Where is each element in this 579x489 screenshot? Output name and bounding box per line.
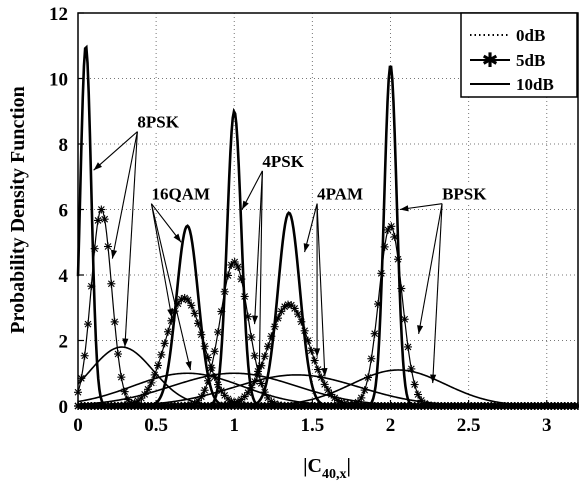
marker-5db [264,342,272,350]
legend-label-0db: 0dB [516,26,545,45]
marker-5db [107,280,115,288]
x-axis-label-end: | [346,455,350,477]
marker-5db [84,320,92,328]
annotation-16qam: 16QAM [151,185,210,204]
marker-5db [391,233,399,241]
x-tick-label: 0 [73,415,83,436]
x-tick-label: 0.5 [144,415,168,436]
y-tick-label: 12 [49,4,68,25]
marker-5db [251,352,259,360]
marker-5db [224,271,232,279]
y-tick-label: 0 [59,397,69,418]
marker-5db [304,337,312,345]
marker-5db [164,328,172,336]
marker-5db [237,275,245,283]
x-axis-label-main: |C [303,455,322,477]
legend-star-5db: ✱ [482,48,499,72]
marker-5db [301,327,309,335]
marker-5db [207,364,215,372]
marker-5db [271,323,279,331]
annotation-bpsk: BPSK [442,185,487,204]
x-tick-label: 2.5 [457,415,481,436]
marker-5db [104,243,112,251]
legend-label-10db: 10dB [516,75,554,94]
marker-5db [367,355,375,363]
marker-5db [81,352,89,360]
y-tick-label: 2 [59,332,69,353]
marker-5db [157,351,165,359]
x-tick-label: 3 [542,415,552,436]
marker-5db [274,314,282,322]
marker-5db [314,366,322,374]
marker-5db [394,255,402,263]
x-tick-label: 2 [386,415,396,436]
annotation-8psk: 8PSK [137,113,179,132]
marker-5db [161,339,169,347]
legend-label-5db: 5dB [516,51,545,70]
marker-5db [204,377,212,385]
marker-5db [214,328,222,336]
marker-5db [297,318,305,326]
marker-5db [234,263,242,271]
y-tick-label: 6 [59,201,69,222]
marker-5db [247,333,255,341]
marker-5db [377,269,385,277]
marker-5db [217,307,225,315]
marker-5db [411,381,419,389]
marker-5db [111,318,119,326]
marker-5db [117,373,125,381]
marker-5db [381,243,389,251]
y-tick-label: 10 [49,70,68,91]
marker-5db [294,310,302,318]
marker-5db [261,352,269,360]
marker-5db [401,315,409,323]
marker-5db [311,356,319,364]
marker-5db [91,245,99,253]
x-axis-label-sub: 40,x [322,467,347,482]
legend: 0dB ✱ 5dB 10dB [461,13,577,97]
marker-5db [201,386,209,394]
marker-5db [154,361,162,369]
marker-5db [187,301,195,309]
marker-5db [397,285,405,293]
marker-5db [244,313,252,321]
annotation-4pam: 4PAM [317,185,363,204]
marker-5db [267,332,275,340]
marker-5db [94,216,102,224]
marker-5db [194,319,202,327]
annotation-4psk: 4PSK [262,152,304,171]
marker-5db [97,206,105,214]
marker-5db [241,292,249,300]
y-tick-label: 4 [59,266,69,287]
marker-5db [307,347,315,355]
marker-5db [254,370,262,378]
marker-5db [191,309,199,317]
marker-5db [221,288,229,296]
y-axis-label: Probability Density Function [7,86,29,333]
y-tick-label: 8 [59,135,69,156]
marker-5db [387,222,395,230]
marker-5db [101,215,109,223]
marker-5db [201,342,209,350]
marker-5db [197,331,205,339]
x-tick-label: 1 [230,415,240,436]
marker-5db [371,330,379,338]
marker-5db [204,354,212,362]
marker-5db [167,317,175,325]
marker-5db [211,347,219,355]
marker-5db [404,343,412,351]
marker-5db [87,282,95,290]
x-tick-label: 1.5 [301,415,325,436]
marker-5db [374,300,382,308]
marker-5db [114,350,122,358]
